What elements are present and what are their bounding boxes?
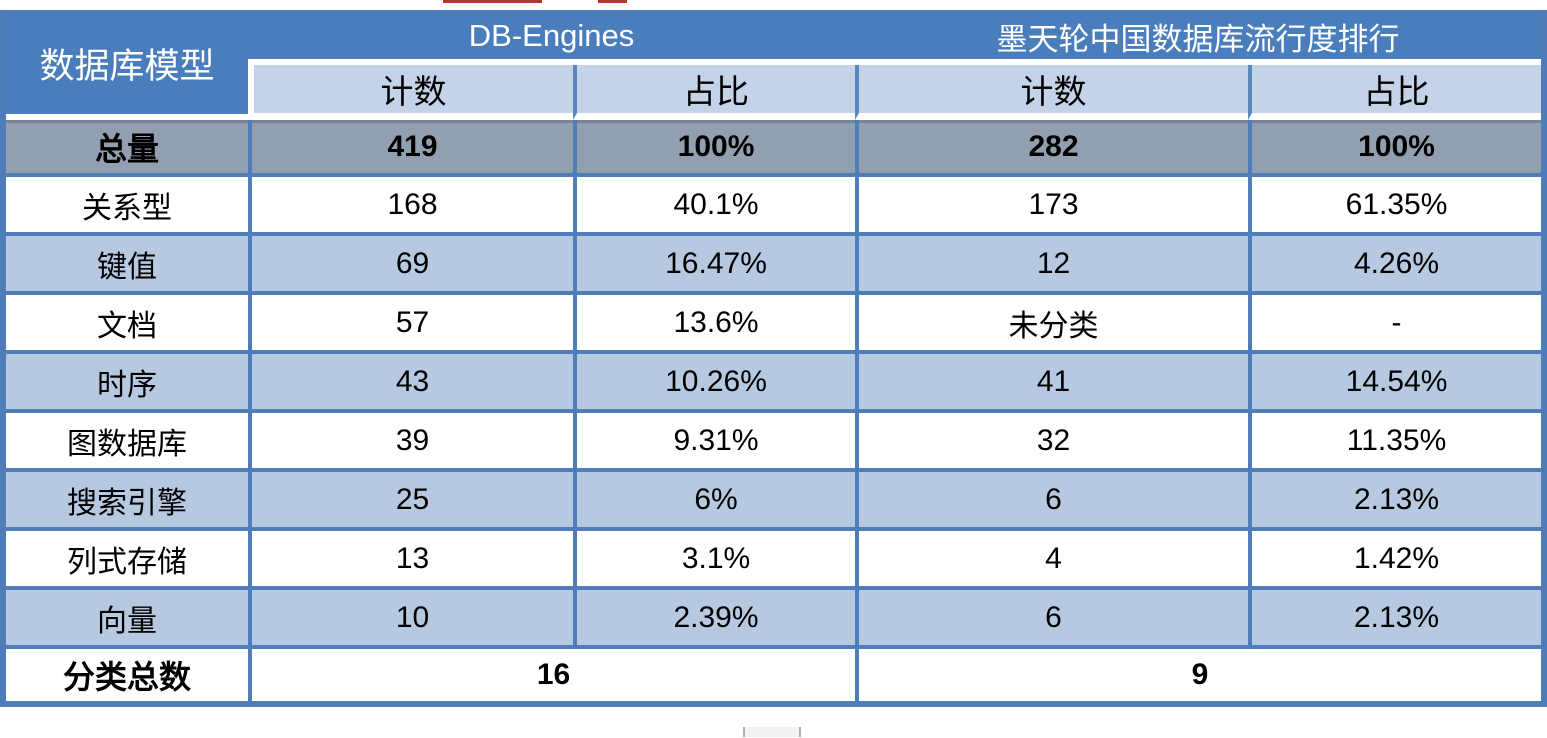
table-row: 文档 57 13.6% 未分类 - bbox=[6, 295, 1542, 354]
cell-value: 14.54% bbox=[1248, 354, 1542, 413]
cell-value: 1.42% bbox=[1248, 531, 1542, 590]
cell-value: - bbox=[1248, 295, 1542, 354]
cell-value: 16.47% bbox=[573, 236, 856, 295]
cell-value: 100% bbox=[1248, 120, 1542, 177]
cell-value: 4 bbox=[855, 531, 1249, 590]
cell-value: 6% bbox=[573, 472, 856, 531]
row-label: 图数据库 bbox=[6, 413, 248, 472]
cell-value: 13 bbox=[248, 531, 573, 590]
cell-value: 173 bbox=[855, 177, 1249, 236]
partial-ui-artifact bbox=[743, 727, 801, 737]
cropped-red-text-artifact bbox=[598, 0, 627, 3]
database-model-comparison-table: 数据库模型 DB-Engines 墨天轮中国数据库流行度排行 计数 占比 计数 … bbox=[0, 10, 1547, 707]
cell-value: 11.35% bbox=[1248, 413, 1542, 472]
footer-row-category-totals: 分类总数 16 9 bbox=[6, 649, 1542, 701]
cell-value: 9 bbox=[855, 649, 1542, 701]
group-header-db-engines: DB-Engines bbox=[248, 13, 856, 65]
cell-value: 57 bbox=[248, 295, 573, 354]
subheader-count-1: 计数 bbox=[248, 65, 573, 120]
row-label: 键值 bbox=[6, 236, 248, 295]
cell-value: 100% bbox=[573, 120, 856, 177]
cell-value: 419 bbox=[248, 120, 573, 177]
cell-value: 61.35% bbox=[1248, 177, 1542, 236]
table-row: 时序 43 10.26% 41 14.54% bbox=[6, 354, 1542, 413]
cell-value: 32 bbox=[855, 413, 1249, 472]
table-row: 向量 10 2.39% 6 2.13% bbox=[6, 590, 1542, 649]
cell-value: 25 bbox=[248, 472, 573, 531]
row-label: 向量 bbox=[6, 590, 248, 649]
cell-value: 2.13% bbox=[1248, 590, 1542, 649]
cell-value: 10.26% bbox=[573, 354, 856, 413]
cell-value: 12 bbox=[855, 236, 1249, 295]
table-row: 图数据库 39 9.31% 32 11.35% bbox=[6, 413, 1542, 472]
row-label: 文档 bbox=[6, 295, 248, 354]
table-row: 关系型 168 40.1% 173 61.35% bbox=[6, 177, 1542, 236]
table-row: 键值 69 16.47% 12 4.26% bbox=[6, 236, 1542, 295]
cell-value: 16 bbox=[248, 649, 856, 701]
group-header-motianlun: 墨天轮中国数据库流行度排行 bbox=[855, 13, 1542, 65]
cell-value: 9.31% bbox=[573, 413, 856, 472]
cell-value: 13.6% bbox=[573, 295, 856, 354]
subheader-share-2: 占比 bbox=[1248, 65, 1542, 120]
cell-value: 43 bbox=[248, 354, 573, 413]
cell-value: 6 bbox=[855, 472, 1249, 531]
row-label: 搜索引擎 bbox=[6, 472, 248, 531]
total-row: 总量 419 100% 282 100% bbox=[6, 120, 1542, 177]
cell-value: 168 bbox=[248, 177, 573, 236]
subheader-share-1: 占比 bbox=[573, 65, 856, 120]
row-label: 分类总数 bbox=[6, 649, 248, 701]
cell-value: 6 bbox=[855, 590, 1249, 649]
row-label: 时序 bbox=[6, 354, 248, 413]
cell-value: 4.26% bbox=[1248, 236, 1542, 295]
cell-value: 39 bbox=[248, 413, 573, 472]
group-header-row: 数据库模型 DB-Engines 墨天轮中国数据库流行度排行 bbox=[6, 13, 1542, 120]
row-label: 关系型 bbox=[6, 177, 248, 236]
cell-value: 2.13% bbox=[1248, 472, 1542, 531]
table-row: 列式存储 13 3.1% 4 1.42% bbox=[6, 531, 1542, 590]
row-label: 列式存储 bbox=[6, 531, 248, 590]
cell-value: 3.1% bbox=[573, 531, 856, 590]
cell-value: 2.39% bbox=[573, 590, 856, 649]
cell-value: 41 bbox=[855, 354, 1249, 413]
corner-header-database-model: 数据库模型 bbox=[6, 13, 248, 120]
row-label: 总量 bbox=[6, 120, 248, 177]
sub-header-row: 计数 占比 计数 占比 bbox=[6, 65, 1542, 120]
cell-value: 未分类 bbox=[855, 295, 1249, 354]
table-row: 搜索引擎 25 6% 6 2.13% bbox=[6, 472, 1542, 531]
cell-value: 40.1% bbox=[573, 177, 856, 236]
subheader-count-2: 计数 bbox=[855, 65, 1249, 120]
cropped-red-text-artifact bbox=[443, 0, 542, 3]
cell-value: 10 bbox=[248, 590, 573, 649]
cell-value: 282 bbox=[855, 120, 1249, 177]
cell-value: 69 bbox=[248, 236, 573, 295]
